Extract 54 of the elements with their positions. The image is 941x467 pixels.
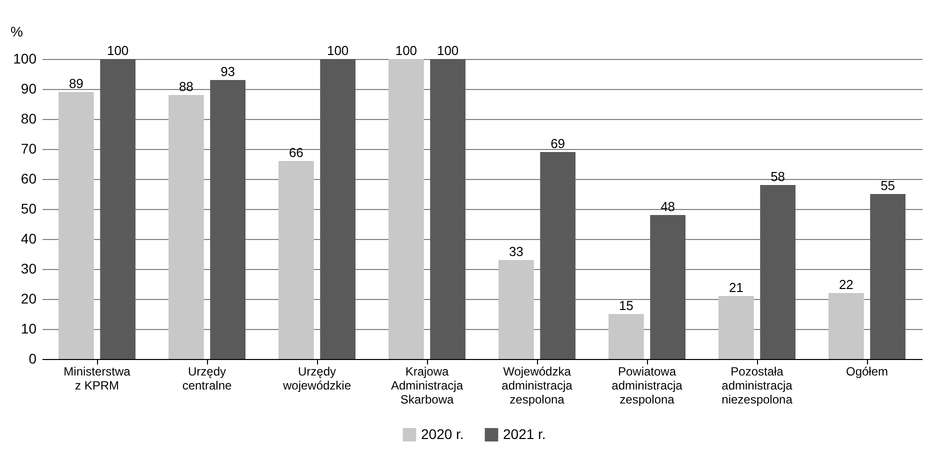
y-tick-label: 90 [20, 80, 37, 96]
y-tick-label: 70 [20, 140, 37, 156]
legend-label: 2021 r. [503, 426, 546, 442]
x-tick-label: Pozostała administracja niezespolona [722, 364, 793, 406]
bar [210, 80, 246, 359]
data-label: 100 [436, 43, 459, 58]
bar [278, 161, 314, 359]
data-label: 100 [326, 43, 349, 58]
data-label: 58 [770, 169, 786, 184]
bar [540, 152, 576, 359]
y-tick-label: 50 [20, 200, 37, 216]
y-tick-label: 20 [20, 290, 37, 306]
data-label: 22 [838, 277, 854, 292]
data-label: 100 [395, 43, 418, 58]
data-label: 100 [106, 43, 129, 58]
bar [430, 59, 466, 359]
data-label: 33 [508, 244, 524, 259]
x-tick-label: Krajowa Administracja Skarbowa [390, 364, 464, 406]
y-tick-label: 30 [20, 260, 37, 276]
bar [498, 260, 534, 359]
data-label: 15 [618, 298, 634, 313]
data-label: 21 [728, 280, 744, 295]
x-tick-label: Powiatowa administracja zespolona [612, 364, 683, 406]
y-axis-title: % [10, 24, 23, 40]
data-label: 55 [880, 178, 896, 193]
data-label: 69 [550, 136, 566, 151]
bar [870, 194, 906, 359]
bar [320, 59, 356, 359]
data-label: 48 [660, 199, 676, 214]
bar [718, 296, 754, 359]
bar [58, 92, 94, 359]
bar [168, 95, 204, 359]
x-tick-label: Wojewódzka administracja zespolona [502, 364, 573, 406]
bar [650, 215, 686, 359]
bar [608, 314, 644, 359]
bar [828, 293, 864, 359]
x-tick-label: Ministerstwa z KPRM [64, 364, 131, 392]
data-label: 88 [178, 79, 194, 94]
y-tick-label: 10 [20, 320, 37, 336]
y-tick-label: 80 [20, 110, 37, 126]
legend-label: 2020 r. [421, 426, 464, 442]
y-tick-label: 40 [20, 230, 37, 246]
x-tick-label: Ogółem [846, 364, 888, 378]
data-label: 66 [288, 145, 304, 160]
bar [100, 59, 136, 359]
bar [388, 59, 424, 359]
y-tick-label: 0 [28, 350, 37, 366]
bar [760, 185, 796, 359]
y-tick-label: 100 [13, 50, 37, 66]
data-label: 89 [68, 76, 84, 91]
data-label: 93 [220, 64, 236, 79]
x-tick-label: Urzędy centralne [182, 364, 232, 392]
x-tick-label: Urzędy wojewódzkie [282, 364, 352, 392]
y-tick-label: 60 [20, 170, 37, 186]
